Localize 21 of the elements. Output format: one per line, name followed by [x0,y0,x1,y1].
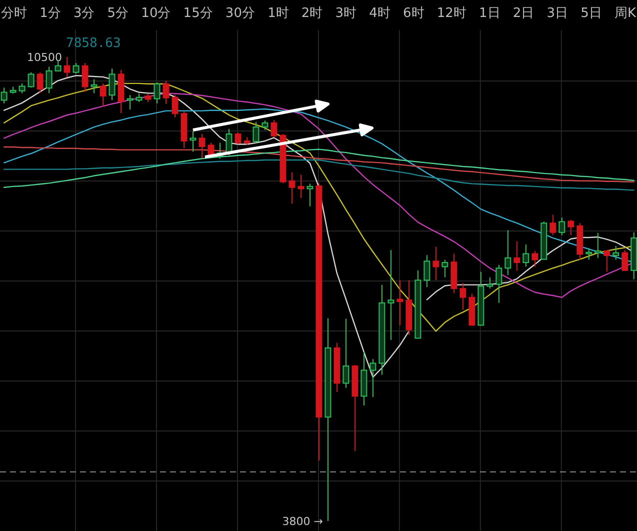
text: 4时 [369,6,390,21]
text: 1分 [40,6,61,21]
text: 30分 [225,6,255,21]
text: 15分 [183,6,213,21]
text: 周K [614,6,636,21]
text: 2日 [512,6,534,21]
annotation: 10500 [27,51,62,64]
annotation: 3800 → [282,515,323,528]
text: 3分 [73,6,95,21]
text: 1时 [268,6,289,21]
text: 2时 [301,6,323,21]
text: 12时 [436,6,466,21]
text: 5日 [580,6,602,21]
text: 1日 [479,6,500,21]
text: 6时 [403,6,424,21]
text: 分时 [1,6,27,21]
text: 10分 [141,6,171,21]
text: 5分 [107,6,129,21]
text: 3日 [546,6,568,21]
text: 3时 [335,6,357,21]
chart-subtitle: 7858.63 [66,36,121,51]
